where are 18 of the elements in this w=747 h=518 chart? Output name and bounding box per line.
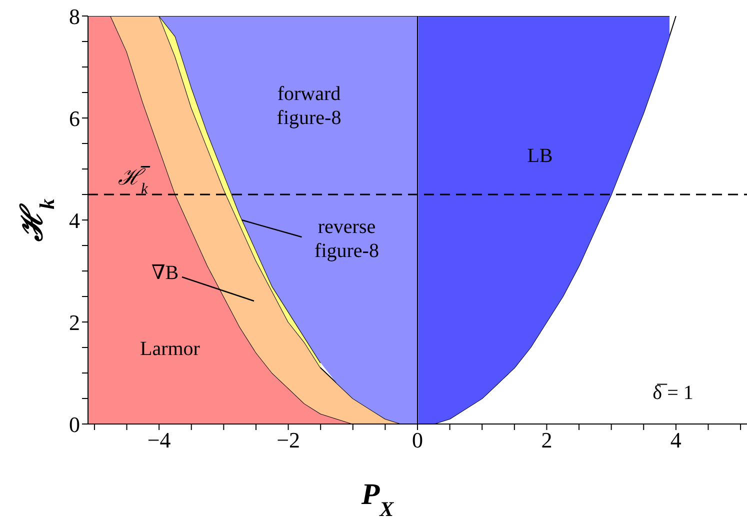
y-tick-label: 2 [69,310,80,335]
annotation: LB [527,145,553,167]
x-tick-label: −2 [276,428,300,453]
y-tick-label: 8 [69,4,80,29]
x-tick-label: 4 [670,428,682,453]
annotation: reverse figure-8 [314,216,379,262]
ref-line-label: ℋ̅$_{k}$ [118,164,151,197]
x-tick-label: 2 [541,428,552,453]
y-tick-label: 0 [69,412,80,437]
x-tick-label: 0 [412,428,423,453]
x-tick-label: −4 [147,428,171,453]
annotation: forward figure-8 [276,83,342,129]
annotation: Larmor [140,338,200,360]
annotation: δ̅ = 1 [652,382,694,404]
y-tick-label: 6 [69,106,80,131]
annotation: ∇B [151,262,179,284]
y-tick-label: 4 [69,208,80,233]
x-axis-title: P$_{X}$ [360,478,395,518]
